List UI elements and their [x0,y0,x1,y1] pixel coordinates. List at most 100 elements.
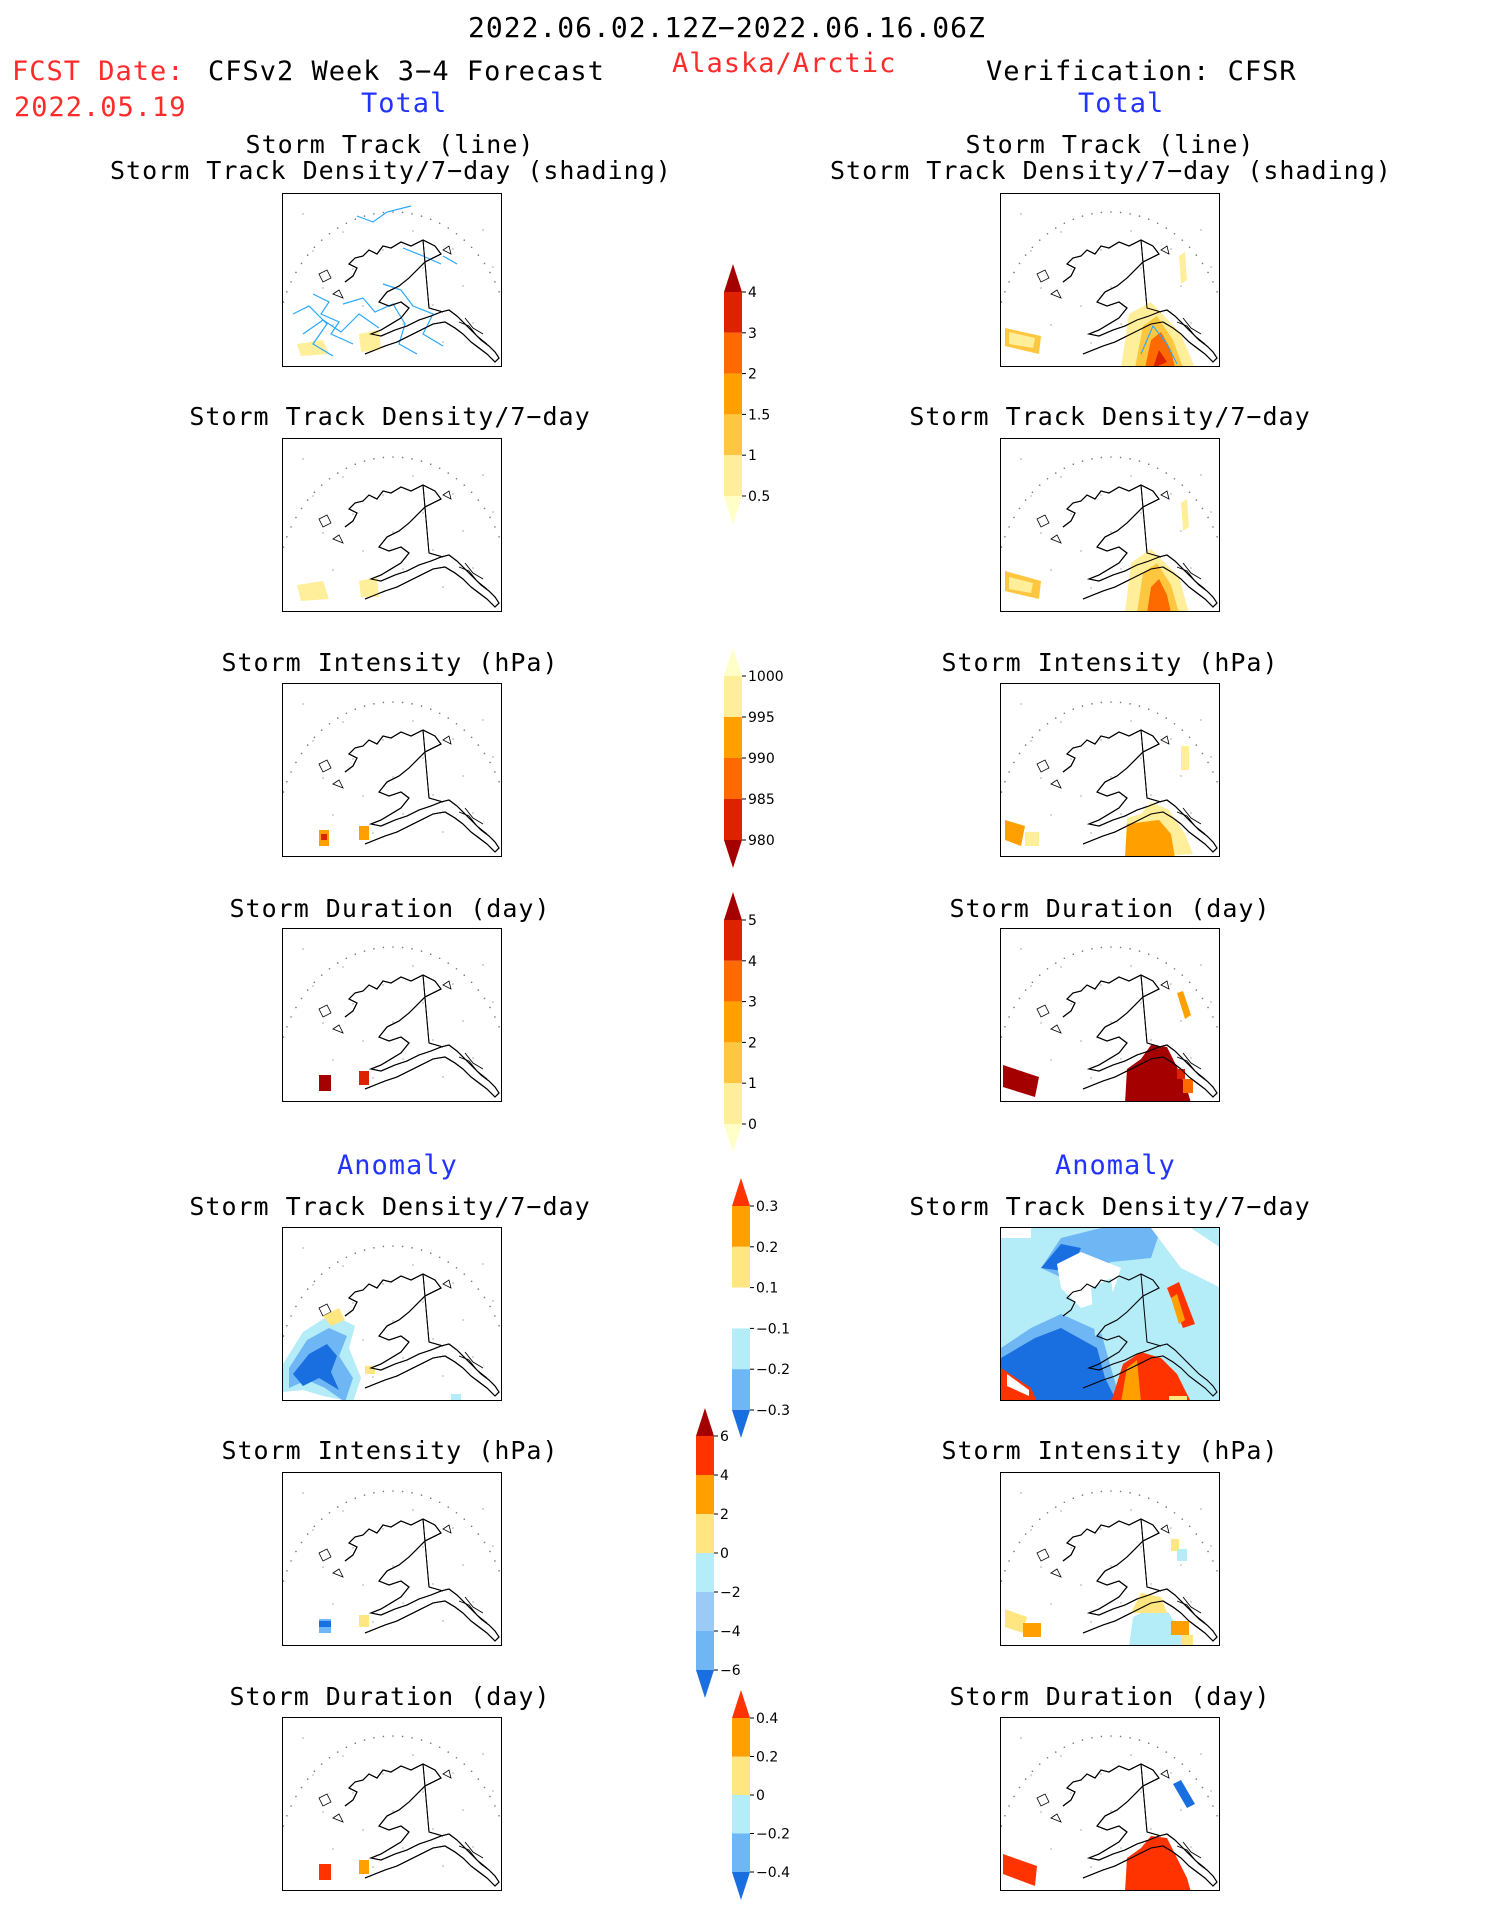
title-track-density-shading-right: Storm Track Density/7−day (shading) [830,156,1392,185]
colorbar-label: −6 [720,1663,741,1679]
alaska-map [1001,929,1219,1101]
colorbar-label: 2 [748,1035,757,1051]
alaska-map [1001,1473,1219,1645]
colorbar-bin [724,373,742,415]
colorbar-bin [724,455,742,496]
title-intensity-right: Storm Intensity (hPa) [941,648,1279,677]
fcst-date-label: FCST Date: [12,56,185,87]
colorbar-bin [732,1369,750,1410]
colorbar-bin [724,758,742,799]
title-anom-intensity-right: Storm Intensity (hPa) [941,1436,1279,1465]
colorbar-label: 0 [756,1788,765,1804]
alaska-map [283,1718,501,1890]
period-title: 2022.06.02.12Z−2022.06.16.06Z [468,11,986,44]
colorbar-label: 1 [748,1076,757,1092]
colorbar-label: 1000 [748,669,784,685]
colorbar-duration-anomaly: 0.4 0.2 0 −0.2 −0.4 [732,1690,790,1900]
colorbar-cap-bottom [724,840,742,868]
colorbar-label: 4 [720,1468,729,1484]
title-track-density-shading-left: Storm Track Density/7−day (shading) [110,156,672,185]
colorbar-bin [696,1553,714,1592]
colorbar-label: −0.1 [756,1321,790,1337]
colorbar-label: 1 [748,448,757,464]
colorbar-label: 985 [748,792,775,808]
colorbar-label: −2 [720,1585,741,1601]
colorbar-bin [732,1328,750,1370]
colorbar-bin [724,960,742,1002]
title-duration-left: Storm Duration (day) [229,894,551,923]
colorbar-duration-total: 5 4 3 2 1 0 [724,892,757,1152]
title-anom-intensity-left: Storm Intensity (hPa) [221,1436,559,1465]
map-duration-forecast [282,928,502,1102]
colorbar-bin [724,717,742,758]
colorbar-bin [724,332,742,374]
colorbar-cap-top [732,1690,750,1718]
colorbar-label: 0.2 [756,1240,778,1256]
map-anom-duration-forecast [282,1717,502,1891]
map-duration-cfsr [1000,928,1220,1102]
colorbar-cap-bottom [732,1410,750,1438]
map-track-density-cfsr [1000,438,1220,612]
colorbar-density-anomaly: 0.3 0.2 0.1 −0.1 −0.2 −0.3 [732,1178,790,1438]
alaska-map [1001,684,1219,856]
map-anom-duration-cfsr [1000,1717,1220,1891]
colorbar-bin [732,1756,750,1795]
colorbar-label: 3 [748,326,757,342]
colorbar-bin [724,292,742,333]
colorbar-bin [696,1631,714,1670]
colorbar-bin [732,1795,750,1834]
total-label-left: Total [361,88,448,119]
total-label-right: Total [1078,88,1165,119]
colorbar-bin [724,414,742,456]
alaska-map [1001,439,1219,611]
map-intensity-cfsr [1000,683,1220,857]
alaska-map [283,439,501,611]
colorbar-bin [724,1001,742,1043]
colorbar-bin [724,676,742,717]
colorbar-label: 0.4 [756,1711,778,1727]
colorbar-label: 5 [748,913,757,929]
colorbar-label: 0 [748,1117,757,1133]
colorbar-label: 2 [748,367,757,383]
colorbar-label: −0.2 [756,1362,790,1378]
colorbar-label: 980 [748,833,775,849]
colorbar-label: 0.5 [748,489,770,505]
colorbar-bin [724,1083,742,1124]
colorbar-label: 1.5 [748,407,770,423]
anomaly-label-left: Anomaly [337,1150,458,1181]
title-anom-density-right: Storm Track Density/7−day [909,1192,1311,1221]
colorbar-cap-top [696,1408,714,1436]
title-anom-duration-right: Storm Duration (day) [949,1682,1271,1711]
title-track-density-left: Storm Track Density/7−day [189,402,591,431]
colorbar-bin [696,1475,714,1514]
colorbar-intensity-total: 1000 995 990 985 980 [724,648,784,868]
colorbar-density-total: 4 3 2 1.5 1 0.5 [724,264,770,524]
colorbar-label: 0.1 [756,1281,778,1297]
colorbar-bin [724,1042,742,1084]
colorbar-cap-bottom [732,1872,750,1900]
region-title: Alaska/Arctic [672,48,897,79]
colorbar-label: 4 [748,285,757,301]
alaska-map [1001,194,1219,366]
colorbar-bin [732,1246,750,1288]
colorbar-cap-bottom [724,496,742,524]
alaska-map [283,1228,501,1400]
title-anom-density-left: Storm Track Density/7−day [189,1192,591,1221]
colorbar-label: 995 [748,710,775,726]
colorbar-bin [732,1206,750,1247]
colorbar-bin [696,1514,714,1553]
alaska-map [1001,1718,1219,1890]
map-storm-track-cfsr [1000,193,1220,367]
colorbar-bin [724,920,742,961]
title-track-line-right: Storm Track (line) [965,130,1255,159]
alaska-map [283,194,501,366]
colorbar-cap-bottom [696,1670,714,1698]
colorbar-label: 2 [720,1507,729,1523]
map-track-density-forecast [282,438,502,612]
map-anom-intensity-cfsr [1000,1472,1220,1646]
map-intensity-forecast [282,683,502,857]
alaska-map [283,1473,501,1645]
fcst-date-value: 2022.05.19 [14,92,187,123]
colorbar-label: −4 [720,1624,741,1640]
colorbar-intensity-anomaly: 6 4 2 0 −2 −4 −6 [696,1408,741,1698]
